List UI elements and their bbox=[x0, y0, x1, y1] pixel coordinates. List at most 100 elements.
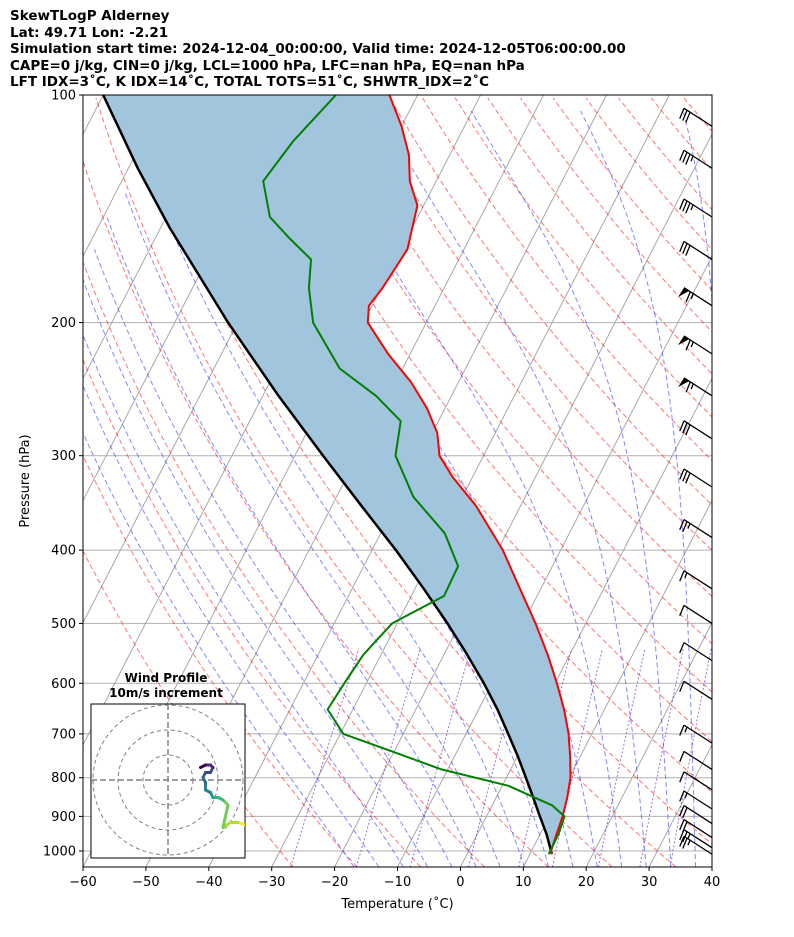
hodograph-segment bbox=[221, 803, 230, 829]
chart-title: SkewTLogP Alderney bbox=[10, 8, 170, 24]
wind-barb bbox=[679, 724, 713, 744]
wind-barb bbox=[679, 149, 713, 169]
x-tick-label: 20 bbox=[578, 875, 595, 890]
moist-adiabat bbox=[378, 110, 647, 867]
y-tick-label: 400 bbox=[51, 544, 76, 559]
dry-adiabat bbox=[487, 97, 712, 375]
wind-barb bbox=[679, 604, 713, 624]
dry-adiabat bbox=[650, 97, 712, 171]
y-tick-label: 500 bbox=[51, 617, 76, 632]
dry-adiabat bbox=[683, 97, 712, 132]
wind-barb bbox=[679, 240, 713, 260]
x-tick-label: 30 bbox=[641, 875, 658, 890]
wind-barb bbox=[679, 771, 713, 791]
y-tick-label: 300 bbox=[51, 449, 76, 464]
dry-adiabat bbox=[83, 454, 358, 867]
location-line: Lat: 49.71 Lon: -2.21 bbox=[10, 24, 169, 41]
moist-adiabat bbox=[83, 431, 355, 867]
moist-adiabat bbox=[106, 216, 477, 867]
mixing-ratio-line bbox=[290, 648, 360, 867]
dry-adiabat bbox=[95, 97, 613, 867]
moist-adiabat bbox=[159, 110, 550, 867]
shaded-area bbox=[103, 95, 571, 855]
x-tick-label: 0 bbox=[456, 875, 464, 890]
moist-adiabat bbox=[745, 111, 761, 867]
isotherm-line bbox=[585, 621, 712, 867]
isotherm-line bbox=[522, 499, 712, 867]
y-tick-label: 100 bbox=[51, 89, 76, 104]
wind-barb bbox=[679, 468, 713, 488]
x-tick-label: −40 bbox=[195, 875, 222, 890]
y-axis-label: Pressure (hPa) bbox=[18, 434, 33, 527]
x-tick-label: −60 bbox=[69, 875, 96, 890]
x-tick-label: 40 bbox=[704, 875, 721, 890]
wind-barb bbox=[679, 835, 713, 855]
wind-barb bbox=[679, 107, 713, 127]
parcel-profile-line bbox=[102, 95, 554, 855]
params-line: CAPE=0 j/kg, CIN=0 j/kg, LCL=1000 hPa, L… bbox=[10, 57, 525, 74]
wind-barb bbox=[679, 570, 713, 590]
wind-barbs bbox=[678, 107, 713, 855]
hodograph-plot bbox=[91, 704, 245, 858]
wind-barb bbox=[679, 198, 713, 218]
dry-adiabat bbox=[585, 97, 712, 251]
wind-barb bbox=[679, 420, 713, 440]
mixing-ratio-line bbox=[551, 648, 603, 867]
x-tick-label: −10 bbox=[384, 875, 411, 890]
x-tick-label: −20 bbox=[321, 875, 348, 890]
wind-barb bbox=[679, 642, 713, 662]
moist-adiabat bbox=[83, 333, 404, 867]
moist-adiabat bbox=[83, 384, 380, 867]
wind-barb bbox=[679, 790, 713, 810]
mixing-ratio-line bbox=[669, 648, 712, 867]
wind-barb bbox=[679, 819, 713, 839]
y-tick-label: 800 bbox=[51, 771, 76, 786]
hodograph-subtitle: 10m/s increment bbox=[109, 686, 223, 700]
isotherm-line bbox=[271, 95, 670, 867]
isotherm-line bbox=[648, 743, 712, 867]
dry-adiabat bbox=[83, 159, 549, 867]
isotherm-line bbox=[83, 95, 104, 136]
y-tick-label: 700 bbox=[51, 727, 76, 742]
moist-adiabat bbox=[125, 193, 501, 867]
wind-barb bbox=[678, 287, 713, 307]
x-tick-label: −30 bbox=[258, 875, 285, 890]
isotherm-line bbox=[334, 133, 712, 867]
chart-header: SkewTLogP Alderney Lat: 49.71 Lon: -2.21… bbox=[10, 8, 626, 91]
mixing-ratio-line bbox=[597, 648, 646, 867]
dry-adiabat bbox=[356, 97, 712, 551]
isotherm-line bbox=[711, 865, 712, 867]
moist-adiabat bbox=[141, 154, 525, 867]
y-tick-label: 900 bbox=[51, 810, 76, 825]
x-axis-label: Temperature (˚C) bbox=[340, 896, 453, 912]
mixing-ratio-line bbox=[639, 648, 684, 867]
mixing-ratio-line bbox=[468, 648, 526, 867]
wind-barb bbox=[679, 750, 713, 770]
dry-adiabat bbox=[422, 97, 712, 462]
moist-adiabat bbox=[580, 110, 697, 867]
y-tick-label: 1000 bbox=[43, 844, 76, 859]
cape-cin-shading bbox=[103, 95, 571, 855]
temperature-line bbox=[366, 95, 572, 855]
dry-adiabat bbox=[552, 97, 712, 292]
hodograph-segment bbox=[199, 763, 207, 769]
moist-adiabat bbox=[83, 278, 429, 867]
x-tick-label: 10 bbox=[515, 875, 532, 890]
hodograph-title: Wind Profile bbox=[125, 671, 208, 685]
x-tick-label: −50 bbox=[132, 875, 159, 890]
dry-adiabat bbox=[520, 97, 712, 333]
indices-line: LFT IDX=3˚C, K IDX=14˚C, TOTAL TOTS=51˚C… bbox=[10, 74, 490, 90]
dry-adiabat bbox=[454, 97, 712, 418]
profile-lines bbox=[102, 95, 572, 855]
wind-barb bbox=[678, 335, 713, 355]
dry-adiabat bbox=[83, 358, 422, 867]
moist-adiabat bbox=[93, 249, 453, 867]
isotherm-line bbox=[83, 95, 230, 380]
dry-adiabat bbox=[324, 97, 712, 598]
hodograph-segment bbox=[244, 823, 245, 827]
mixing-ratio-line bbox=[355, 648, 421, 867]
wind-barb bbox=[678, 377, 713, 397]
dewpoint-line bbox=[262, 95, 566, 855]
